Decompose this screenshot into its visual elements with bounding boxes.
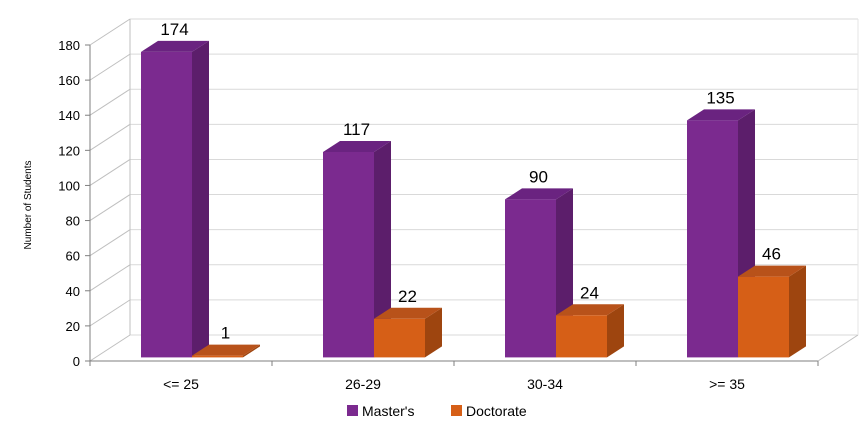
x-category-label: 30-34 xyxy=(527,376,563,392)
data-label-masters: 117 xyxy=(343,120,370,139)
bar-doctorate-top xyxy=(374,307,442,319)
y-tick-label: 20 xyxy=(66,319,80,334)
bar-doctorate-top xyxy=(556,304,624,316)
legend: Master's Doctorate xyxy=(347,403,527,419)
x-category-label: <= 25 xyxy=(163,376,199,392)
gridline-side xyxy=(89,334,131,362)
gridline-side xyxy=(89,18,131,46)
bar-doctorate-side xyxy=(789,265,806,358)
data-label-masters: 174 xyxy=(160,20,188,39)
bar-masters-side xyxy=(374,141,391,358)
gridline-side xyxy=(89,229,131,257)
bar-doctorate-side xyxy=(425,307,442,358)
bar-masters-top xyxy=(687,109,755,121)
data-labels: 174 1 117 22 90 24 135 46 xyxy=(160,20,781,343)
bar-masters-top xyxy=(323,141,391,152)
y-tick-label: 80 xyxy=(66,214,80,229)
bar-doctorate-side xyxy=(607,304,624,358)
gridline-side xyxy=(89,159,131,186)
bar-masters-top xyxy=(505,188,573,200)
x-category-label: >= 35 xyxy=(709,376,745,392)
y-axis-title: Number of Students xyxy=(23,161,34,250)
gridline-side xyxy=(89,264,131,292)
bar-masters xyxy=(323,152,374,358)
y-tick-labels: 0 20 40 60 80 100 120 140 160 180 xyxy=(58,38,80,369)
data-label-doctorate: 1 xyxy=(221,324,230,343)
legend-swatch-doctorate xyxy=(451,405,462,416)
data-label-doctorate: 24 xyxy=(580,283,599,302)
bar-doctorate-top xyxy=(192,344,260,356)
legend-label-masters: Master's xyxy=(362,403,414,419)
bar-doctorate xyxy=(556,315,607,358)
bars xyxy=(141,40,806,358)
bar-masters-top xyxy=(141,40,209,52)
x-category-label: 26-29 xyxy=(345,376,381,392)
y-tick-label: 100 xyxy=(58,178,80,193)
bar-doctorate xyxy=(374,318,425,358)
legend-swatch-masters xyxy=(347,405,358,416)
axes xyxy=(85,19,859,366)
y-tick-label: 120 xyxy=(58,143,80,158)
bar-doctorate-side xyxy=(243,344,260,358)
y-tick-label: 0 xyxy=(73,354,80,369)
y-tick-label: 180 xyxy=(58,38,80,53)
legend-label-doctorate: Doctorate xyxy=(466,403,527,419)
bar-doctorate xyxy=(192,355,243,358)
data-label-doctorate: 22 xyxy=(398,287,417,306)
y-tick-label: 40 xyxy=(66,284,80,299)
bar-masters xyxy=(505,199,556,358)
gridline-side xyxy=(89,53,131,81)
y-tick-label: 160 xyxy=(58,73,80,88)
data-label-doctorate: 46 xyxy=(762,245,781,264)
gridline-side xyxy=(89,194,131,221)
gridline-side xyxy=(89,299,131,327)
bar-doctorate-top xyxy=(738,265,806,277)
y-tick-label: 60 xyxy=(66,249,80,264)
bar-masters-side xyxy=(192,40,209,358)
gridline-side xyxy=(89,88,131,116)
data-label-masters: 90 xyxy=(529,167,548,186)
data-label-masters: 135 xyxy=(706,88,734,107)
bar-masters xyxy=(141,51,192,358)
y-tick-label: 140 xyxy=(58,108,80,123)
bar-doctorate xyxy=(738,276,789,358)
x-category-labels: <= 25 26-29 30-34 >= 35 xyxy=(163,376,745,392)
floor-edge xyxy=(817,334,859,362)
bar-masters xyxy=(687,120,738,358)
gridline-side xyxy=(89,123,131,151)
